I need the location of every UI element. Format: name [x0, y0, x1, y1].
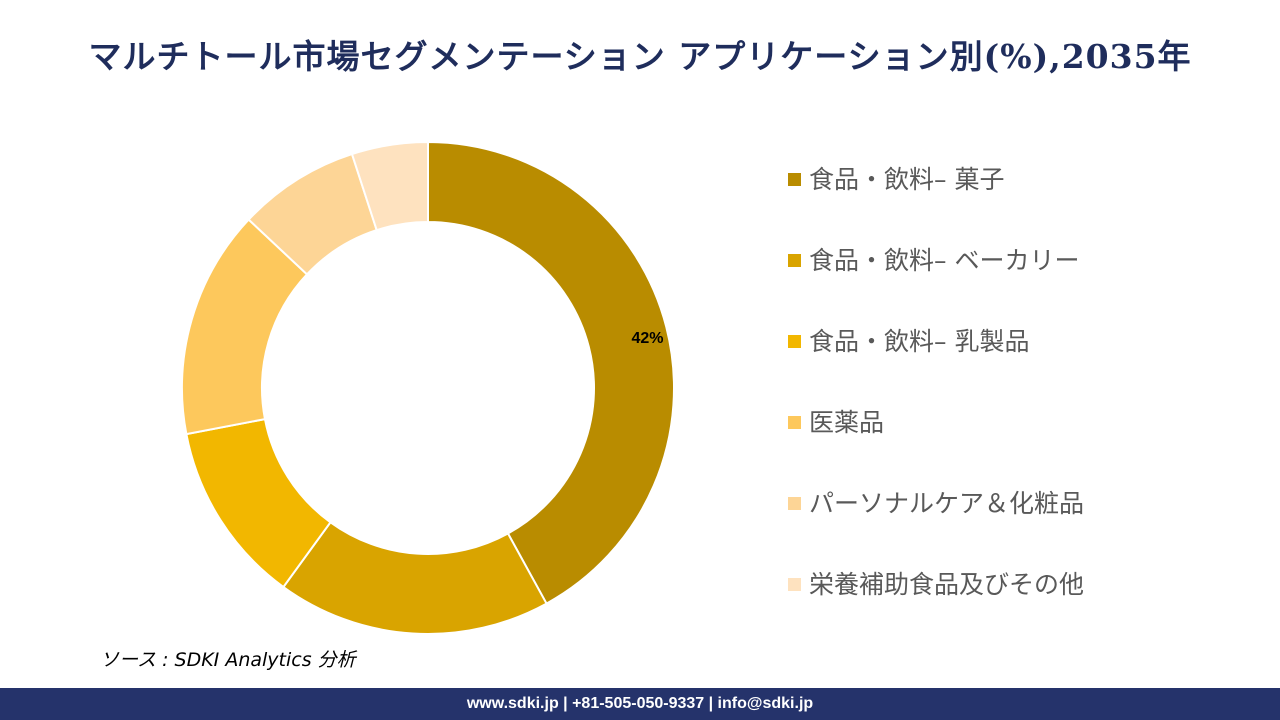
legend-label: 食品・飲料– 乳製品	[809, 327, 1030, 356]
source-note: ソース : SDKI Analytics 分析	[100, 649, 356, 671]
footer-contact: www.sdki.jp | +81-505-050-9337 | info@sd…	[0, 688, 1280, 720]
legend-label: 食品・飲料– ベーカリー	[809, 246, 1080, 275]
legend-item: パーソナルケア＆化粧品	[788, 484, 1084, 565]
legend-swatch	[788, 416, 801, 429]
legend-item: 医薬品	[788, 403, 1084, 484]
legend-swatch	[788, 254, 801, 267]
legend-item: 食品・飲料– 菓子	[788, 160, 1084, 241]
donut-slice	[350, 140, 429, 232]
donut-slice	[427, 140, 675, 605]
legend-item: 食品・飲料– ベーカリー	[788, 241, 1084, 322]
legend-swatch	[788, 497, 801, 510]
legend-swatch	[788, 173, 801, 186]
legend-swatch	[788, 578, 801, 591]
donut-chart: 42%	[181, 140, 675, 635]
data-label: 42%	[632, 330, 664, 347]
legend-label: 食品・飲料– 菓子	[809, 165, 1005, 194]
legend-label: パーソナルケア＆化粧品	[809, 489, 1085, 518]
legend: 食品・飲料– 菓子食品・飲料– ベーカリー 食品・飲料– 乳製品 医薬品パーソナルケ…	[788, 160, 1084, 646]
legend-label: 医薬品	[809, 408, 885, 437]
donut-slice	[282, 520, 548, 635]
chart-title: マルチトール市場セグメンテーション アプリケーション別(%),2035年	[88, 37, 1192, 76]
legend-label: 栄養補助食品及びその他	[809, 570, 1085, 599]
legend-item: 食品・飲料– 乳製品	[788, 322, 1084, 403]
legend-item: 栄養補助食品及びその他	[788, 565, 1084, 646]
legend-swatch	[788, 335, 801, 348]
